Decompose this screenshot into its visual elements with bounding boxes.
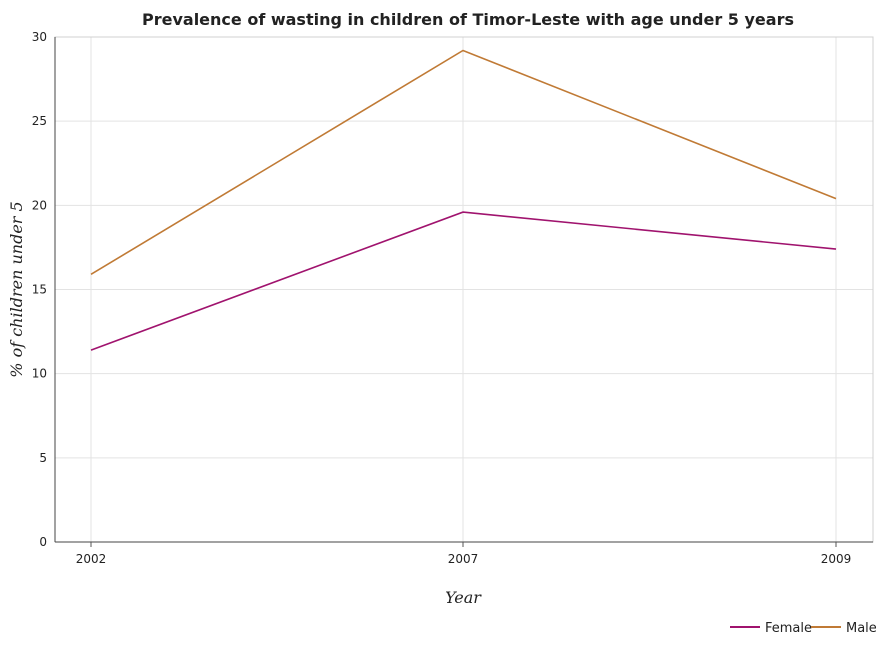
legend-label-male: Male (846, 621, 876, 636)
y-tick-label: 10 (32, 367, 47, 381)
series-line-female (90, 211, 837, 351)
y-tick-label: 15 (32, 283, 47, 297)
y-tick-label: 30 (32, 30, 47, 44)
y-tick-label: 0 (39, 535, 47, 549)
grid (55, 36, 873, 543)
y-tick-label: 20 (32, 198, 47, 212)
x-tick-label: 2007 (448, 552, 479, 566)
legend: Female Male (730, 621, 876, 636)
series-line-male (90, 49, 837, 276)
x-tick-label: 2009 (821, 552, 852, 566)
series-lines (90, 49, 837, 351)
y-tick-label: 25 (32, 114, 47, 128)
x-tick-label: 2002 (76, 552, 107, 566)
chart-title: Prevalence of wasting in children of Tim… (142, 10, 794, 29)
plot-frame (54, 36, 874, 543)
x-axis-label: Year (445, 588, 482, 607)
y-tick-label: 5 (39, 451, 47, 465)
y-axis-label: % of children under 5 (7, 201, 26, 377)
legend-label-female: Female (765, 621, 812, 636)
x-axis-ticks: 2002 2007 2009 (76, 542, 852, 566)
y-axis-ticks: 0 5 10 15 20 25 30 (32, 30, 47, 549)
